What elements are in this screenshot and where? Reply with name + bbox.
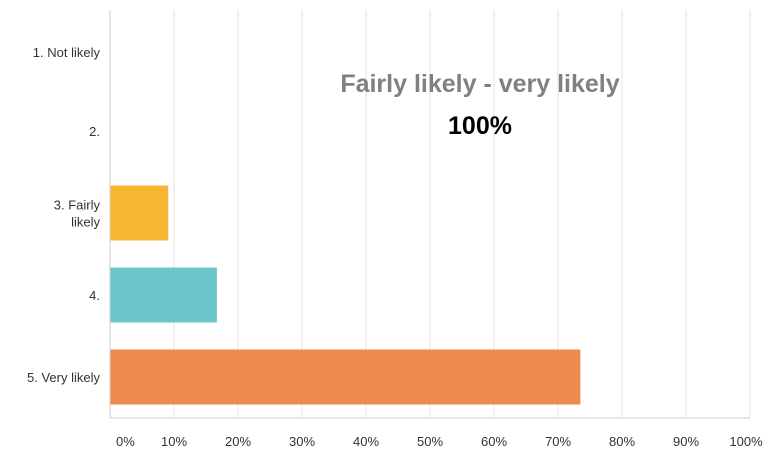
annotation-title: Fairly likely - very likely <box>340 70 620 98</box>
category-label-5: 5. Very likely <box>27 370 100 385</box>
x-tick-label-90: 90% <box>673 434 699 449</box>
bar-3 <box>110 185 169 241</box>
x-tick-label-0: 0% <box>116 434 135 449</box>
annotation-value: 100% <box>448 112 512 140</box>
x-tick-label-20: 20% <box>225 434 251 449</box>
category-label-3-line-1: 3. Fairly <box>54 198 101 213</box>
bars <box>110 185 581 405</box>
x-tick-label-40: 40% <box>353 434 379 449</box>
x-tick-labels: 0% 10% 20% 30% 40% 50% 60% 70% 80% 90% 100% <box>116 434 763 449</box>
category-label-2: 2. <box>89 124 100 139</box>
x-tick-label-10: 10% <box>161 434 187 449</box>
x-tick-label-60: 60% <box>481 434 507 449</box>
x-tick-label-70: 70% <box>545 434 571 449</box>
grid-lines <box>173 10 751 418</box>
x-tick-label-50: 50% <box>417 434 443 449</box>
bar-5 <box>110 349 581 405</box>
x-tick-label-30: 30% <box>289 434 315 449</box>
category-label-3-line-2: likely <box>71 215 100 230</box>
category-label-4: 4. <box>89 288 100 303</box>
category-labels: 1. Not likely 2. 3. Fairly likely 4. 5. Very … <box>27 45 100 385</box>
axes <box>109 10 750 419</box>
x-tick-label-100: 100% <box>729 434 763 449</box>
category-label-1: 1. Not likely <box>33 45 101 60</box>
bar-4 <box>110 267 217 323</box>
x-tick-label-80: 80% <box>609 434 635 449</box>
